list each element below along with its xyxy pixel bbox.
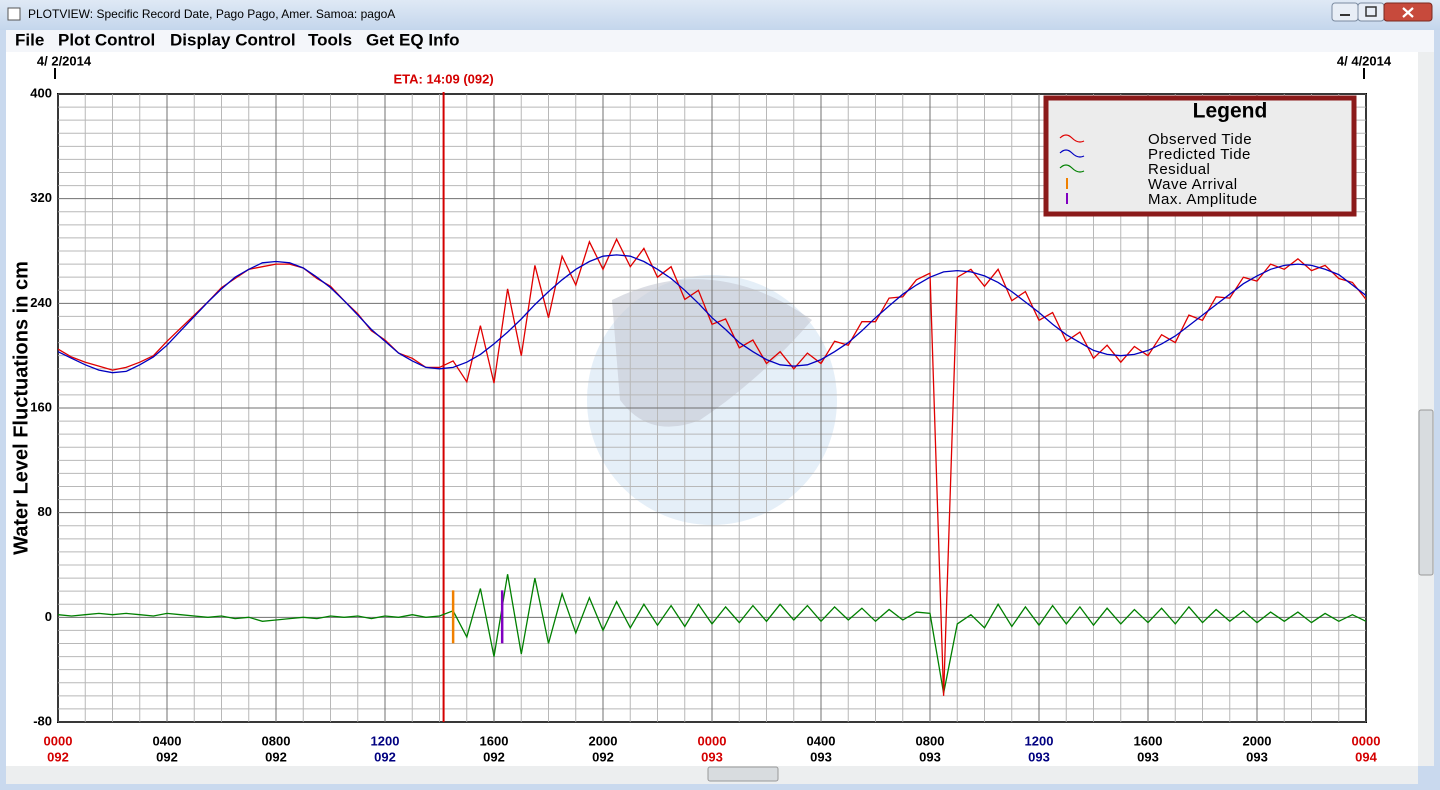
x-tick-day-label: 093 — [1137, 749, 1159, 764]
window-title: PLOTVIEW: Specific Record Date, Pago Pag… — [28, 7, 395, 21]
series-line — [58, 237, 1366, 696]
x-tick-label: 1600 — [480, 733, 509, 748]
x-tick-day-label: 093 — [1246, 749, 1268, 764]
close-icon — [1402, 7, 1414, 18]
eta-label: ETA: 14:09 (092) — [393, 71, 493, 86]
y-tick-label: 80 — [38, 504, 52, 519]
series-layer — [58, 237, 1366, 696]
x-tick-day-label: 093 — [919, 749, 941, 764]
x-tick-day-label: 092 — [47, 749, 69, 764]
x-tick-label: 0800 — [262, 733, 291, 748]
x-tick-day-label: 094 — [1355, 749, 1377, 764]
legend-label: Residual — [1148, 161, 1210, 178]
v-scroll-thumb[interactable] — [1418, 409, 1434, 576]
legend-title: Legend — [1193, 100, 1268, 123]
legend-label: Predicted Tide — [1148, 146, 1251, 163]
x-tick-label: 0000 — [44, 733, 73, 748]
legend-symbol — [1059, 164, 1085, 173]
start-date: 4/ 2/2014 — [37, 53, 92, 68]
menu-item[interactable]: Tools — [308, 30, 352, 49]
x-tick-day-label: 092 — [374, 749, 396, 764]
x-tick-label: 1200 — [1025, 733, 1054, 748]
x-tick-label: 0400 — [807, 733, 836, 748]
menu-item[interactable]: Display Control — [170, 30, 296, 49]
x-tick-day-label: 092 — [156, 749, 178, 764]
x-tick-day-label: 093 — [810, 749, 832, 764]
y-tick-label: 240 — [30, 295, 52, 310]
legend-box — [1043, 95, 1357, 217]
grid — [57, 93, 1367, 723]
maximize-button[interactable] — [1357, 2, 1385, 22]
x-tick-label: 2000 — [589, 733, 618, 748]
v-scrollbar[interactable] — [1418, 52, 1434, 766]
series-line — [58, 574, 1366, 694]
x-tick-day-label: 092 — [592, 749, 614, 764]
x-tick-label: 1200 — [371, 733, 400, 748]
menu-item[interactable]: File — [15, 30, 44, 49]
y-tick-label: 320 — [30, 190, 52, 205]
x-tick-label: 0800 — [916, 733, 945, 748]
y-tick-label: 0 — [45, 609, 52, 624]
maximize-icon — [1365, 6, 1377, 17]
legend-label: Wave Arrival — [1148, 176, 1238, 193]
y-axis-title: Water Level Fluctuations in cm — [10, 261, 32, 555]
legend-symbol — [1059, 134, 1085, 143]
menu-bar — [6, 30, 1434, 52]
end-date: 4/ 4/2014 — [1337, 53, 1392, 68]
legend-label: Observed Tide — [1148, 131, 1252, 148]
x-tick-day-label: 093 — [701, 749, 723, 764]
menu-item[interactable]: Plot Control — [58, 30, 155, 49]
chart-layer: 400320240160800-800000092040009208000921… — [30, 53, 1392, 764]
x-tick-label: 0400 — [153, 733, 182, 748]
x-tick-label: 0000 — [1352, 733, 1381, 748]
y-tick-label: 160 — [30, 399, 52, 414]
x-tick-label: 0000 — [698, 733, 727, 748]
app-icon — [7, 7, 21, 21]
title-bar — [0, 0, 1440, 30]
x-tick-label: 2000 — [1243, 733, 1272, 748]
minimize-button[interactable] — [1331, 2, 1359, 22]
y-tick-label: -80 — [33, 713, 52, 728]
series-line — [58, 254, 1366, 374]
x-tick-day-label: 092 — [483, 749, 505, 764]
legend-label: Max. Amplitude — [1148, 191, 1258, 208]
menu-item[interactable]: Get EQ Info — [366, 30, 460, 49]
y-tick-label: 400 — [30, 85, 52, 100]
h-scroll-thumb[interactable] — [707, 766, 779, 782]
x-tick-day-label: 092 — [265, 749, 287, 764]
x-tick-day-label: 093 — [1028, 749, 1050, 764]
legend-symbol — [1059, 149, 1085, 158]
x-tick-label: 1600 — [1134, 733, 1163, 748]
